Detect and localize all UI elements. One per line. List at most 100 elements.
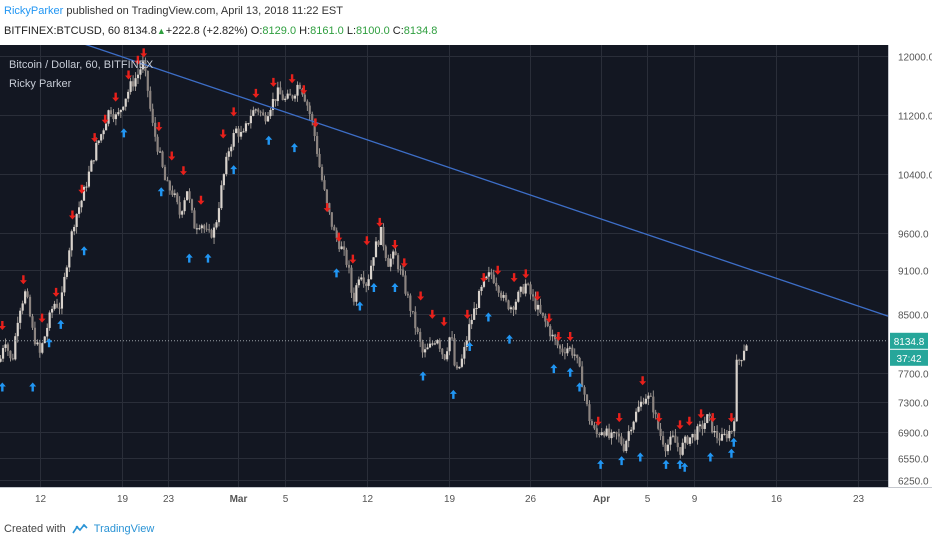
candle-body: [119, 109, 122, 113]
candle-body: [426, 347, 429, 350]
candle-body: [53, 303, 56, 309]
candle-body: [276, 87, 279, 102]
candle-body: [36, 342, 39, 345]
sell-arrow-marker: [179, 166, 187, 176]
candle-body: [605, 428, 608, 436]
price-chart[interactable]: 12000.0 11200.0 10400.0 9600.0 9100.0 8500.0 7…: [0, 45, 932, 510]
candle-body: [190, 199, 194, 211]
y-tick-label: 6550.0: [898, 455, 929, 466]
candle-body: [401, 269, 405, 276]
candle-body: [46, 327, 49, 337]
candle-body: [208, 229, 211, 231]
candle-body: [745, 345, 748, 351]
buy-arrow-marker: [45, 338, 53, 348]
close-value: 8134.8: [403, 25, 438, 37]
candle-body: [551, 334, 554, 337]
candle-body: [171, 190, 174, 195]
candle-body: [264, 115, 267, 122]
candle-body: [394, 251, 397, 256]
close-label: C:: [392, 25, 404, 37]
candle-body: [669, 436, 672, 445]
sell-arrow-marker: [0, 320, 6, 330]
candle-body: [465, 340, 468, 347]
candle-body: [607, 428, 611, 439]
candle-body: [649, 395, 652, 397]
candle-body: [433, 343, 436, 345]
candle-body: [573, 354, 576, 356]
candle-body: [16, 322, 19, 337]
candle-body: [239, 132, 243, 137]
candle-body: [686, 436, 689, 444]
candle-body: [504, 295, 508, 301]
buy-arrow-marker: [636, 452, 644, 462]
y-tick-label: 6250.0: [898, 477, 929, 488]
candle-body: [529, 284, 532, 295]
candle-body: [475, 307, 478, 309]
sell-arrow-marker: [323, 203, 331, 213]
sell-arrow-marker: [494, 265, 502, 275]
candle-body: [431, 343, 434, 345]
x-tick-label: 16: [771, 494, 783, 505]
candle-body: [102, 130, 105, 135]
candle-body: [698, 424, 701, 427]
candle-body: [70, 231, 73, 251]
candle-body: [671, 435, 674, 437]
candle-body: [311, 114, 314, 121]
candle-body: [73, 226, 76, 232]
candle-body: [205, 228, 208, 230]
candle-body: [328, 203, 331, 213]
candle-body: [627, 431, 630, 441]
candle-body: [340, 246, 343, 250]
candle-body: [232, 132, 235, 147]
sell-arrow-marker: [709, 413, 717, 423]
candle-body: [296, 84, 299, 96]
candle-body: [343, 246, 346, 250]
sell-arrow-marker: [545, 313, 553, 323]
candle-body: [387, 257, 390, 267]
candle-body: [448, 337, 451, 352]
candle-body: [630, 429, 633, 432]
sell-arrow-marker: [300, 85, 308, 95]
candle-body: [249, 115, 252, 124]
candle-body: [497, 286, 500, 293]
legend-indicator: Ricky Parker: [9, 78, 72, 90]
sell-arrow-marker: [697, 409, 705, 419]
candle-body: [480, 286, 483, 291]
candle-body: [438, 340, 441, 349]
open-value: 8129.0: [262, 25, 297, 37]
sell-arrow-marker: [288, 74, 296, 84]
author-link[interactable]: RickyParker: [4, 5, 64, 17]
candle-body: [571, 347, 574, 356]
candle-body: [409, 295, 412, 311]
candle-body: [517, 291, 520, 302]
candle-body: [38, 342, 41, 353]
chart-area[interactable]: 12000.0 11200.0 10400.0 9600.0 9100.0 8500.0 7…: [0, 45, 932, 510]
candle-body: [313, 120, 316, 137]
x-tick-label: 12: [35, 494, 47, 505]
candle-body: [458, 366, 461, 369]
x-tick-label: 23: [163, 494, 175, 505]
tradingview-brand-link[interactable]: TradingView: [93, 523, 155, 535]
buy-arrow-marker: [265, 135, 273, 145]
candle-body: [463, 346, 466, 359]
candle-body: [198, 228, 201, 230]
candle-body: [195, 228, 198, 230]
candle-body: [578, 357, 581, 367]
candle-body: [600, 432, 603, 436]
candle-body: [252, 110, 255, 116]
candle-body: [389, 258, 392, 267]
sell-arrow-marker: [594, 416, 602, 426]
candle-body: [566, 348, 569, 354]
candle-body: [112, 114, 115, 120]
candle-body: [41, 343, 44, 353]
buy-arrow-marker: [29, 382, 37, 392]
candle-body: [512, 307, 515, 310]
candle-body: [203, 225, 206, 229]
buy-arrow-marker: [597, 459, 605, 469]
candle-body: [55, 303, 59, 308]
buy-arrow-marker: [0, 382, 6, 392]
candle-body: [514, 301, 517, 310]
buy-arrow-marker: [230, 165, 238, 175]
created-with-text: Created with: [4, 523, 66, 535]
sell-arrow-marker: [510, 273, 518, 283]
